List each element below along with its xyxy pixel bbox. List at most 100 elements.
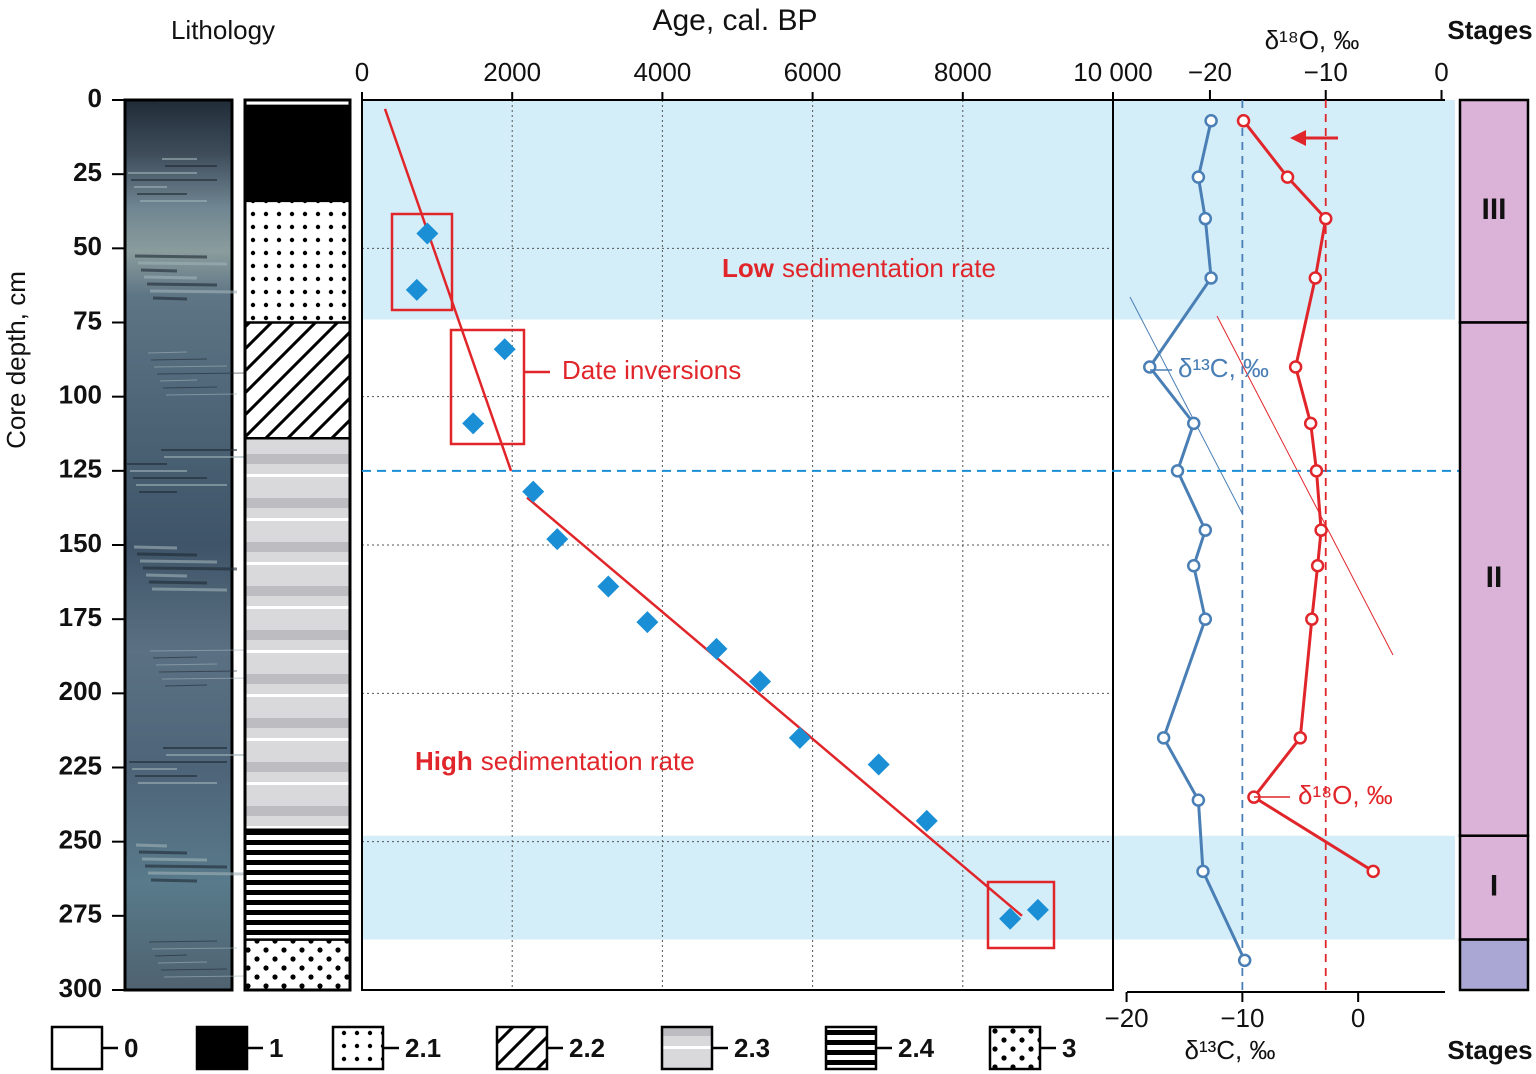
age-point bbox=[636, 611, 659, 634]
x-tick-label: −20 bbox=[1105, 1003, 1149, 1033]
lithology-unit bbox=[245, 322, 350, 439]
age-point bbox=[546, 528, 569, 551]
series-point bbox=[1366, 864, 1380, 879]
series-point bbox=[1236, 114, 1251, 128]
annotation: Low sedimentation rate bbox=[722, 253, 996, 283]
stage-label: I bbox=[1490, 870, 1498, 903]
y-tick-label: 75 bbox=[73, 305, 102, 335]
streak bbox=[136, 552, 198, 557]
x-tick-label: 10 000 bbox=[1073, 57, 1153, 87]
streak bbox=[140, 268, 178, 273]
streak bbox=[157, 961, 208, 964]
legend-swatch bbox=[660, 1025, 714, 1071]
streak bbox=[160, 968, 228, 971]
fit-line bbox=[383, 108, 513, 472]
streak bbox=[159, 379, 198, 382]
streak bbox=[138, 850, 188, 855]
streak bbox=[152, 656, 198, 659]
age-point bbox=[405, 278, 428, 301]
streak bbox=[134, 254, 208, 259]
fit-line bbox=[526, 496, 1023, 917]
streak bbox=[161, 677, 258, 680]
x-tick-label: 6000 bbox=[784, 57, 842, 87]
lithology-unit bbox=[245, 438, 350, 830]
legend-label: 1 bbox=[269, 1033, 283, 1063]
streak bbox=[151, 587, 228, 592]
legend-swatch bbox=[195, 1025, 249, 1071]
shaded-band bbox=[362, 100, 1455, 320]
legend-swatch bbox=[824, 1025, 878, 1071]
stage bbox=[1458, 321, 1530, 837]
streak bbox=[147, 871, 248, 876]
inversion-box bbox=[986, 880, 1056, 950]
streak bbox=[148, 580, 208, 585]
series-point bbox=[1237, 953, 1252, 968]
y-tick-label: 300 bbox=[59, 973, 102, 1003]
streak bbox=[156, 372, 248, 375]
streak bbox=[152, 296, 188, 301]
age-point bbox=[522, 480, 545, 503]
annotation-bold: Low bbox=[722, 253, 775, 283]
stages-title: Stages bbox=[1447, 15, 1532, 45]
age-point bbox=[749, 670, 772, 693]
stage bbox=[1458, 98, 1530, 324]
x-tick-label: 4000 bbox=[633, 57, 691, 87]
annotation-text: sedimentation rate bbox=[782, 253, 996, 283]
lithology-title: Lithology bbox=[171, 15, 275, 45]
lithology-unit bbox=[245, 105, 350, 201]
streak bbox=[141, 857, 208, 862]
series-point bbox=[1198, 211, 1213, 226]
streak bbox=[163, 975, 248, 978]
y-tick-label: 150 bbox=[59, 528, 102, 558]
lithology-unit bbox=[245, 100, 350, 106]
x2-tick-label: −20 bbox=[1188, 57, 1232, 87]
legend-label: 2.1 bbox=[405, 1033, 441, 1063]
series-point bbox=[1186, 416, 1201, 431]
d18o-axis-title: δ¹⁸O, ‰ bbox=[1265, 25, 1360, 55]
lithology-unit bbox=[245, 939, 350, 990]
streak bbox=[155, 663, 218, 666]
y-tick-label: 250 bbox=[59, 825, 102, 855]
lithology-unit bbox=[245, 200, 350, 323]
age-point bbox=[915, 809, 938, 832]
series-point bbox=[1204, 271, 1218, 285]
x-tick-label: 0 bbox=[355, 57, 369, 87]
age-point bbox=[788, 726, 811, 749]
age-point bbox=[1026, 898, 1049, 921]
legend-swatch bbox=[495, 1025, 549, 1071]
series-point bbox=[1293, 731, 1308, 745]
streak bbox=[137, 261, 228, 266]
x-tick-label: 2000 bbox=[483, 57, 541, 87]
x-tick-label: 8000 bbox=[934, 57, 992, 87]
streak bbox=[149, 649, 248, 652]
age-point bbox=[462, 412, 485, 435]
y-tick-label: 175 bbox=[59, 602, 102, 632]
series-point bbox=[1318, 211, 1333, 226]
y-tick-label: 275 bbox=[59, 899, 102, 929]
annotation: High sedimentation rate bbox=[415, 746, 695, 776]
series-point bbox=[1303, 416, 1318, 431]
legend-label: 3 bbox=[1062, 1033, 1076, 1063]
stage-label: III bbox=[1481, 193, 1506, 226]
streak bbox=[164, 684, 208, 687]
annotation: Date inversions bbox=[562, 355, 741, 385]
legend-label: 2.4 bbox=[898, 1033, 935, 1063]
y-axis-title: Core depth, cm bbox=[1, 271, 31, 449]
legend-swatch bbox=[331, 1025, 385, 1071]
x-axis-title: Age, cal. BP bbox=[652, 4, 817, 37]
y-tick-label: 0 bbox=[88, 83, 102, 113]
series-point bbox=[1198, 612, 1213, 626]
streak bbox=[162, 386, 218, 389]
streak bbox=[165, 393, 238, 396]
trend-line bbox=[1129, 296, 1244, 516]
legend-label: 2.3 bbox=[734, 1033, 770, 1063]
series-point bbox=[1170, 464, 1185, 478]
stages-bottom-title: Stages bbox=[1447, 1035, 1532, 1065]
streak bbox=[149, 289, 238, 294]
streak bbox=[135, 843, 168, 848]
streak bbox=[145, 573, 188, 578]
age-point bbox=[416, 222, 439, 245]
arrow bbox=[1290, 130, 1338, 146]
trend-line bbox=[1216, 315, 1394, 656]
photo-streaks bbox=[126, 102, 258, 978]
